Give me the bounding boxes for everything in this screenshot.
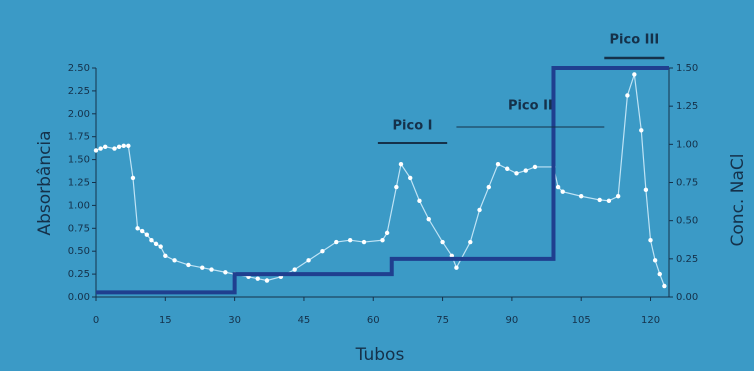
x-tick-label: 45 — [298, 315, 311, 326]
absorbance-point — [209, 267, 214, 272]
y2-tick-label: 0.75 — [676, 178, 698, 189]
y-tick-label: 2.25 — [68, 86, 90, 97]
absorbance-point — [223, 270, 228, 275]
absorbance-point — [200, 265, 205, 270]
absorbance-point — [560, 189, 565, 194]
y-tick-label: 0.25 — [68, 269, 90, 280]
absorbance-point — [398, 161, 404, 167]
absorbance-point — [306, 258, 311, 263]
y2-tick-label: 0.50 — [676, 216, 698, 227]
peak-label: Pico I — [393, 119, 433, 134]
absorbance-point — [505, 166, 510, 171]
x-tick-label: 15 — [159, 315, 172, 326]
absorbance-point — [394, 184, 399, 190]
absorbance-point — [643, 187, 649, 193]
x-tick-label: 90 — [506, 315, 519, 326]
absorbance-point — [523, 168, 528, 173]
absorbance-point — [440, 239, 445, 245]
peak-label: Pico III — [610, 33, 660, 48]
absorbance-point — [468, 239, 473, 245]
absorbance-point — [606, 198, 612, 204]
absorbance-point — [454, 265, 459, 270]
y2-tick-label: 0.00 — [676, 292, 698, 303]
absorbance-point — [130, 175, 136, 181]
absorbance-point — [648, 238, 653, 243]
absorbance-point — [486, 184, 491, 190]
absorbance-point — [615, 194, 621, 199]
y2-tick-label: 0.25 — [676, 254, 698, 265]
y-tick-label: 0.50 — [68, 246, 90, 257]
absorbance-point — [93, 148, 99, 153]
absorbance-point — [98, 146, 103, 151]
absorbance-point — [116, 144, 122, 149]
absorbance-point — [112, 146, 117, 151]
absorbance-point — [495, 161, 501, 167]
absorbance-point — [334, 239, 339, 245]
absorbance-point — [532, 164, 538, 170]
absorbance-line — [95, 74, 665, 287]
x-axis-label: Tubos — [355, 345, 405, 365]
absorbance-point — [514, 171, 519, 176]
x-tick-label: 60 — [367, 315, 380, 326]
absorbance-point — [380, 238, 385, 243]
x-tick-label: 30 — [228, 315, 241, 326]
absorbance-point — [126, 143, 131, 149]
y2-axis-label: Conc. NaCl — [728, 154, 748, 247]
absorbance-point — [153, 241, 159, 247]
y-tick-label: 2.50 — [68, 63, 90, 74]
absorbance-point — [158, 244, 163, 249]
absorbance-point — [662, 283, 667, 289]
absorbance-point — [361, 239, 367, 245]
absorbance-point — [140, 228, 145, 234]
x-tick-label: 75 — [436, 315, 449, 326]
absorbance-point — [597, 197, 602, 203]
absorbance-point — [172, 258, 177, 263]
absorbance-point — [149, 238, 154, 243]
absorbance-point — [144, 232, 150, 237]
peak-label: Pico II — [508, 99, 553, 114]
absorbance-point — [657, 271, 662, 277]
absorbance-point — [186, 262, 191, 268]
y-tick-label: 1.25 — [68, 178, 90, 189]
absorbance-point — [417, 198, 422, 204]
y2-tick-label: 1.50 — [676, 63, 698, 74]
absorbance-point — [347, 238, 353, 243]
y-tick-label: 2.00 — [68, 109, 90, 120]
absorbance-point — [639, 128, 644, 133]
x-tick-label: 105 — [572, 315, 591, 326]
absorbance-point — [555, 184, 561, 190]
y-tick-label: 1.00 — [68, 200, 90, 211]
absorbance-point — [121, 143, 126, 149]
absorbance-point — [135, 226, 140, 231]
absorbance-point — [477, 207, 482, 213]
absorbance-point — [264, 278, 270, 283]
y-tick-label: 1.50 — [68, 155, 90, 166]
absorbance-point — [384, 230, 390, 236]
y-tick-label: 0.00 — [68, 292, 90, 303]
x-tick-label: 0 — [93, 315, 99, 326]
absorbance-point — [625, 93, 630, 98]
y-tick-label: 0.75 — [68, 223, 90, 234]
absorbance-point — [579, 194, 584, 199]
absorbance-point — [320, 249, 325, 254]
y2-tick-label: 1.25 — [676, 101, 698, 112]
absorbance-point — [408, 175, 413, 181]
y-tick-label: 1.75 — [68, 132, 90, 143]
absorbance-point — [255, 276, 260, 281]
absorbance-point — [103, 144, 108, 149]
absorbance-point — [652, 258, 658, 263]
absorbance-point — [426, 216, 431, 222]
absorbance-point — [292, 267, 297, 272]
absorbance-point — [632, 72, 637, 77]
y-axis-label: Absorbância — [35, 130, 55, 235]
y2-tick-label: 1.00 — [676, 139, 698, 150]
x-tick-label: 120 — [641, 315, 660, 326]
nacl-line — [96, 66, 669, 295]
absorbance-point — [163, 253, 168, 258]
